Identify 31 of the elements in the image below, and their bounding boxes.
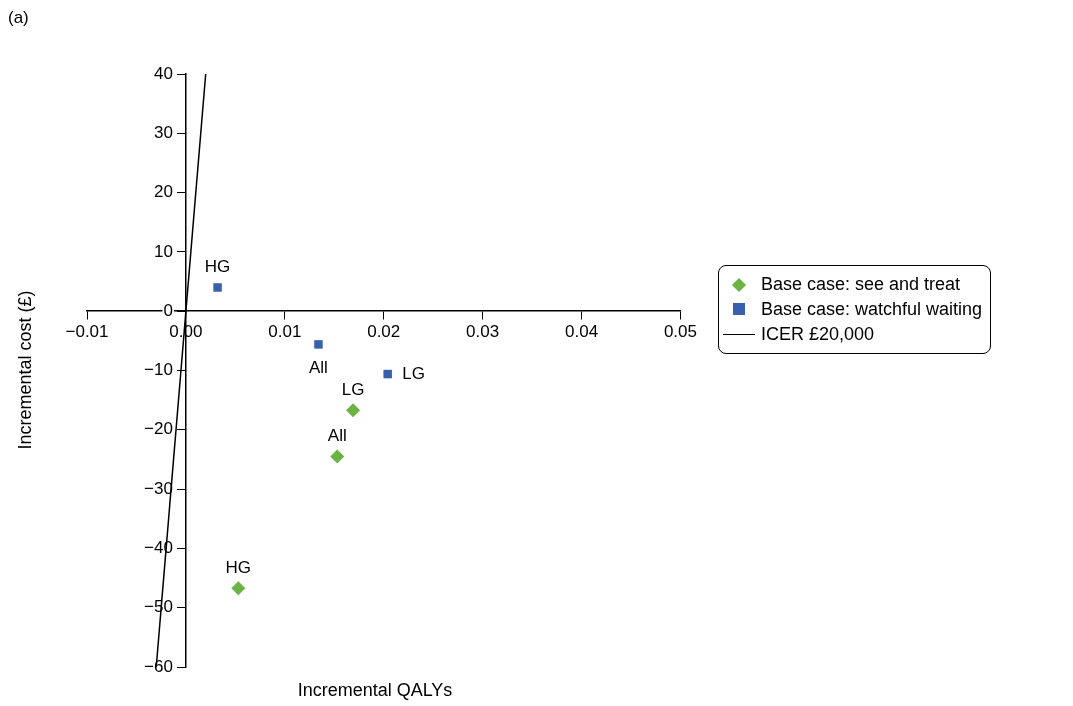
annotation: All <box>308 358 328 378</box>
x-tick-label: 0.05 <box>663 322 697 342</box>
x-axis-title: Incremental QALYs <box>296 680 454 701</box>
point <box>346 403 361 418</box>
point <box>330 449 345 464</box>
y-tick-label: 30 <box>153 122 173 142</box>
y-tick-label: 0 <box>163 300 173 320</box>
y-axis-title: Incremental cost (£) <box>14 290 36 450</box>
x-tick-label: 0.01 <box>268 322 302 342</box>
point <box>314 340 323 349</box>
annotation: LG <box>402 363 426 383</box>
x-tick-label: −0.01 <box>65 322 109 342</box>
x-tick-label: 0.04 <box>565 322 599 342</box>
point <box>383 369 392 379</box>
legend-label: ICER £20,000 <box>761 323 875 346</box>
chart-title: (a) <box>8 8 29 28</box>
y-tick-label: −10 <box>144 360 173 380</box>
annotation: All <box>327 426 347 446</box>
legend-label: Base case: watchful waiting <box>761 298 983 321</box>
x-tick-label: 0.02 <box>367 322 401 342</box>
annotation: HG <box>204 257 231 277</box>
point <box>213 283 222 292</box>
y-tick-label: 40 <box>153 63 173 83</box>
y-tick-label: 10 <box>153 241 173 261</box>
y-tick-label: −20 <box>144 419 173 439</box>
annotation: LG <box>341 379 365 399</box>
legend-label: Base case: see and treat <box>761 273 961 296</box>
point <box>231 581 246 596</box>
annotation: HG <box>225 557 252 577</box>
y-tick-label: 20 <box>153 182 173 202</box>
x-tick-label: 0.03 <box>466 322 500 342</box>
